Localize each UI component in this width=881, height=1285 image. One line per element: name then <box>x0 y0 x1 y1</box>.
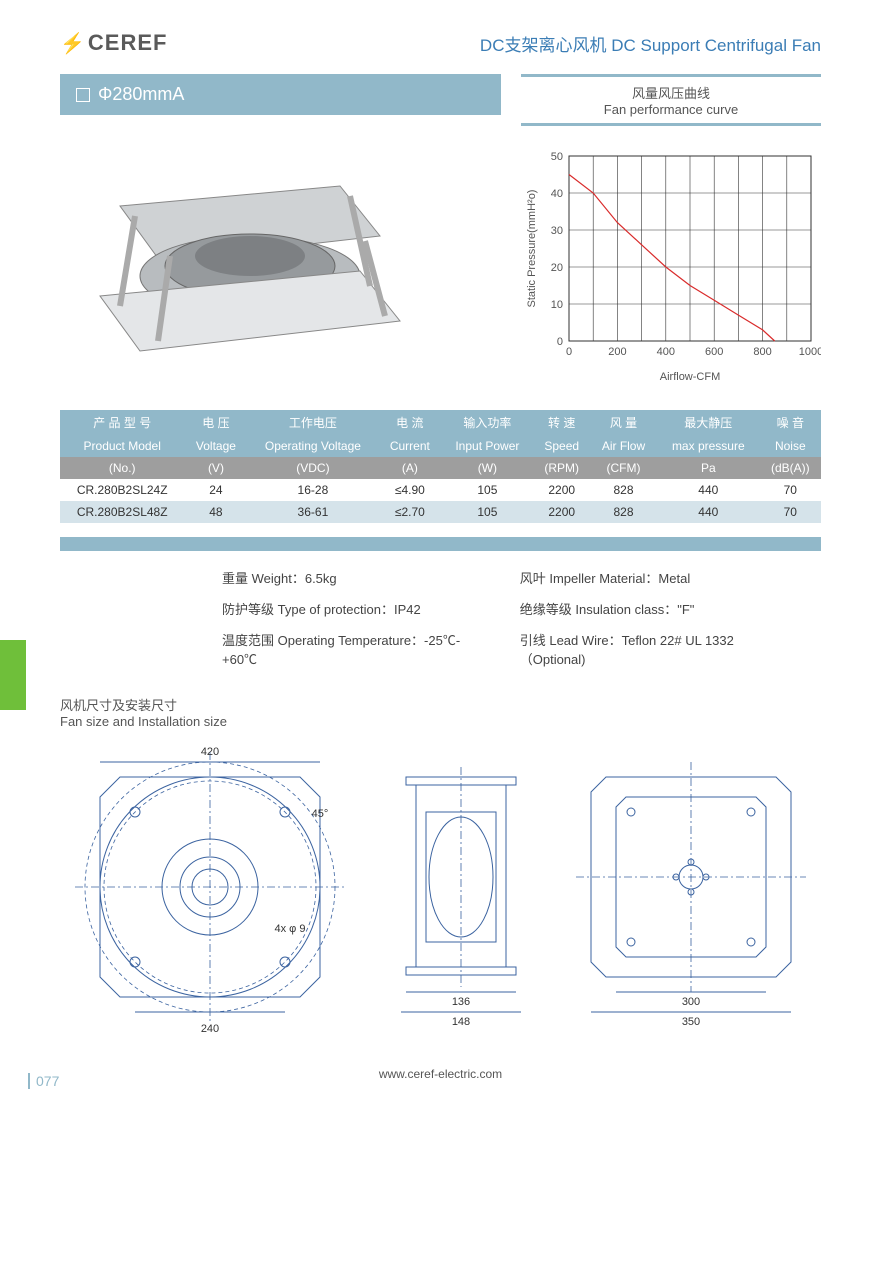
col-header-cn: 输入功率 <box>441 410 533 435</box>
drawing-side: 136 148 <box>376 737 546 1047</box>
svg-text:0: 0 <box>557 336 563 348</box>
drawings: 420 4x φ 9 45° 240 136 148 <box>60 737 821 1047</box>
col-unit: (RPM) <box>533 457 590 479</box>
svg-text:10: 10 <box>551 299 563 311</box>
svg-text:40: 40 <box>551 188 563 200</box>
col-unit: Pa <box>657 457 760 479</box>
model-label: Φ280mmA <box>98 84 184 105</box>
product-render <box>60 146 420 366</box>
svg-text:Airflow-CFM: Airflow-CFM <box>660 371 721 383</box>
col-header-en: Operating Voltage <box>247 435 378 457</box>
svg-text:400: 400 <box>657 346 675 358</box>
svg-text:0: 0 <box>566 346 572 358</box>
col-header-en: Noise <box>760 435 821 457</box>
svg-text:200: 200 <box>608 346 626 358</box>
svg-text:300: 300 <box>682 996 700 1008</box>
svg-text:600: 600 <box>705 346 723 358</box>
spec-table: 产 品 型 号电 压工作电压电 流输入功率转 速风 量最大静压噪 音 Produ… <box>60 410 821 523</box>
svg-text:350: 350 <box>682 1016 700 1028</box>
col-unit: (V) <box>184 457 247 479</box>
col-header-cn: 转 速 <box>533 410 590 435</box>
col-unit: (W) <box>441 457 533 479</box>
col-unit: (No.) <box>60 457 184 479</box>
col-unit: (CFM) <box>590 457 657 479</box>
logo: ⚡ CEREF <box>60 30 167 56</box>
svg-text:50: 50 <box>551 151 563 163</box>
drawing-back: 300 350 <box>561 737 821 1047</box>
bolt-icon: ⚡ <box>60 31 86 56</box>
col-header-cn: 工作电压 <box>247 410 378 435</box>
col-unit: (dB(A)) <box>760 457 821 479</box>
col-header-cn: 电 流 <box>378 410 441 435</box>
col-header-en: Air Flow <box>590 435 657 457</box>
svg-text:4x φ 9: 4x φ 9 <box>275 923 306 935</box>
svg-text:240: 240 <box>201 1023 219 1035</box>
table-row: CR.280B2SL48Z4836-61≤2.70105220082844070 <box>60 501 821 523</box>
col-header-cn: 电 压 <box>184 410 247 435</box>
side-tab <box>0 640 26 710</box>
svg-text:1000: 1000 <box>799 346 821 358</box>
performance-chart: 0 200 400 600 800 1000 0 10 20 30 40 50 Airflow-CFM S… <box>521 146 821 386</box>
col-header-cn: 产 品 型 号 <box>60 410 184 435</box>
svg-text:30: 30 <box>551 225 563 237</box>
page-number: 077 <box>28 1073 59 1089</box>
col-header-cn: 风 量 <box>590 410 657 435</box>
svg-text:136: 136 <box>451 996 469 1008</box>
col-header-en: Input Power <box>441 435 533 457</box>
svg-text:420: 420 <box>201 746 219 758</box>
svg-text:20: 20 <box>551 262 563 274</box>
square-icon <box>76 88 90 102</box>
col-header-en: Current <box>378 435 441 457</box>
svg-text:45°: 45° <box>312 808 329 820</box>
col-header-en: Product Model <box>60 435 184 457</box>
dimensions-heading: 风机尺寸及安装尺寸 Fan size and Installation size <box>60 695 821 729</box>
col-header-en: Speed <box>533 435 590 457</box>
col-unit: (VDC) <box>247 457 378 479</box>
info-divider <box>60 537 821 551</box>
model-bar: Φ280mmA <box>60 74 501 115</box>
page-header: ⚡ CEREF DC支架离心风机 DC Support Centrifugal … <box>60 30 821 56</box>
col-header-en: max pressure <box>657 435 760 457</box>
info-table: 重量 Weight：6.5kg风叶 Impeller Material：Meta… <box>220 561 821 675</box>
col-header-cn: 噪 音 <box>760 410 821 435</box>
col-header-en: Voltage <box>184 435 247 457</box>
col-header-cn: 最大静压 <box>657 410 760 435</box>
drawing-front: 420 4x φ 9 45° 240 <box>60 737 360 1047</box>
footer-url: www.ceref-electric.com <box>60 1067 821 1081</box>
svg-text:800: 800 <box>753 346 771 358</box>
col-unit: (A) <box>378 457 441 479</box>
logo-text: CEREF <box>88 30 168 56</box>
svg-text:Static Pressure(mmH²o): Static Pressure(mmH²o) <box>526 190 538 308</box>
document-title: DC支架离心风机 DC Support Centrifugal Fan <box>480 31 821 56</box>
table-row: CR.280B2SL24Z2416-28≤4.90105220082844070 <box>60 479 821 501</box>
curve-title-box: 风量风压曲线 Fan performance curve <box>521 74 821 126</box>
svg-text:148: 148 <box>451 1016 469 1028</box>
